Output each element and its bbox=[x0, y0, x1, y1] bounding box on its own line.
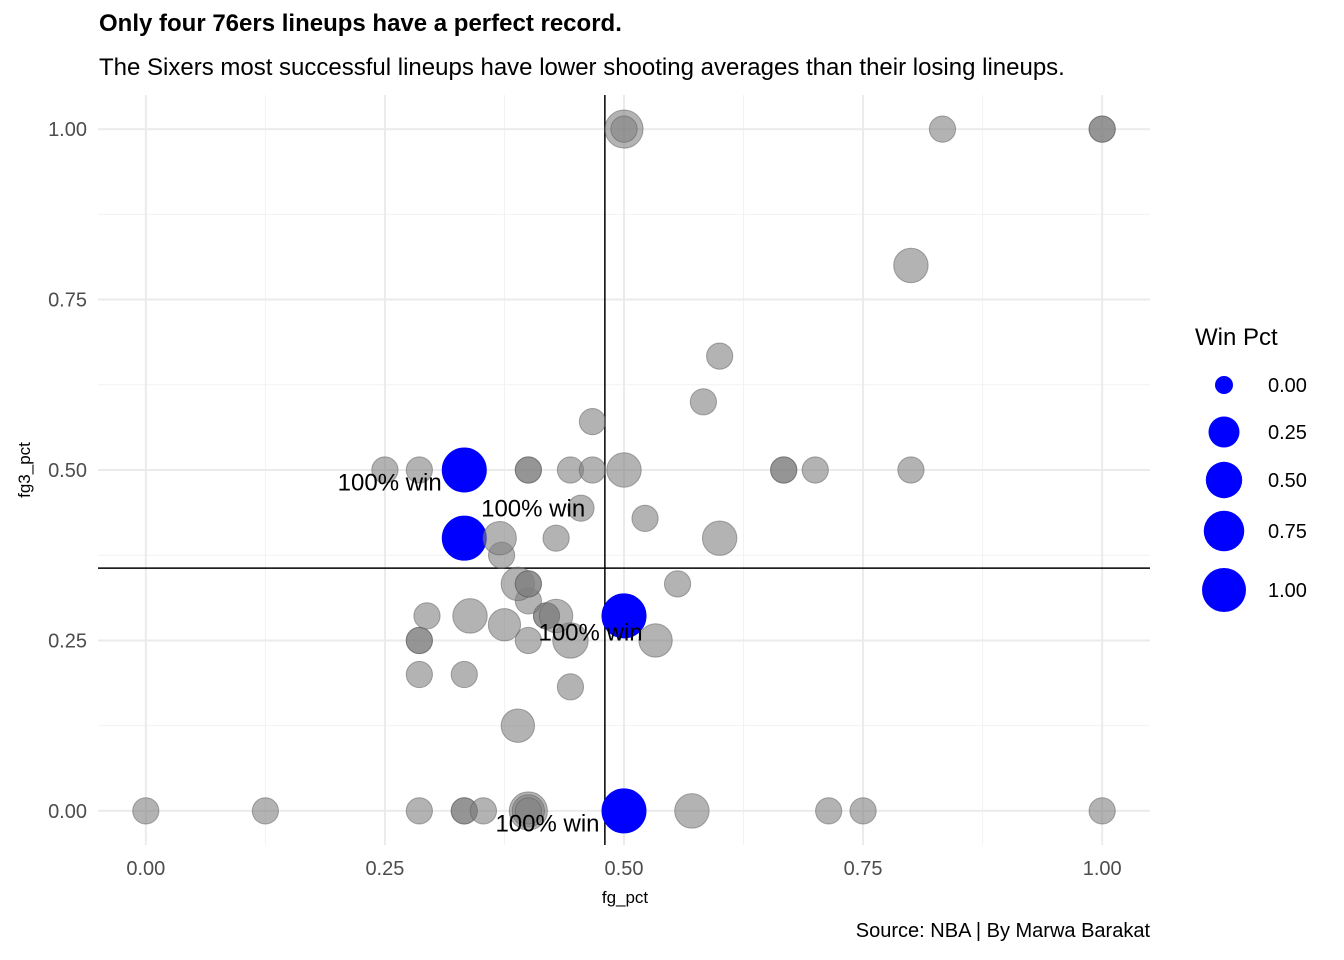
lineup-point bbox=[638, 623, 673, 658]
lineup-point bbox=[606, 452, 642, 488]
legend-key bbox=[1215, 376, 1233, 394]
lineup-point bbox=[1088, 797, 1116, 825]
lineup-point bbox=[542, 524, 570, 552]
lineup-point bbox=[631, 504, 659, 533]
perfect-record-point bbox=[601, 788, 647, 834]
x-tick-label: 0.50 bbox=[605, 858, 644, 880]
lineup-point bbox=[663, 570, 692, 598]
lineup-point bbox=[405, 456, 433, 484]
legend-key bbox=[1202, 568, 1246, 612]
lineup-point bbox=[701, 520, 738, 556]
lineup-point bbox=[413, 602, 441, 630]
lineup-point bbox=[706, 342, 734, 370]
lineup-point bbox=[514, 626, 542, 655]
lineup-point bbox=[689, 388, 717, 416]
legend-label: 1.00 bbox=[1268, 580, 1307, 602]
lineup-point bbox=[610, 115, 638, 143]
y-tick-label: 0.75 bbox=[48, 290, 87, 312]
lineup-point bbox=[482, 520, 517, 556]
lineup-point bbox=[538, 598, 574, 634]
lineup-point bbox=[405, 660, 433, 689]
lineup-point bbox=[514, 570, 542, 598]
data-points bbox=[132, 109, 1116, 834]
lineup-point bbox=[405, 626, 433, 655]
x-axis-ticks: 0.00 0.25 0.50 0.75 1.00 bbox=[126, 858, 1121, 880]
legend-key bbox=[1203, 510, 1245, 552]
legend-label: 0.25 bbox=[1268, 422, 1307, 444]
y-axis-ticks: 0.00 0.25 0.50 0.75 1.00 bbox=[48, 119, 87, 823]
lineup-point bbox=[452, 598, 488, 634]
y-axis-title: fg3_pct bbox=[15, 442, 34, 498]
win-annotation: 100% win bbox=[481, 495, 585, 522]
lineup-point bbox=[450, 660, 478, 689]
lineup-point bbox=[567, 494, 595, 522]
y-tick-label: 0.50 bbox=[48, 460, 87, 482]
lineup-point bbox=[578, 407, 607, 436]
lineup-point bbox=[801, 456, 829, 484]
legend-key bbox=[1205, 461, 1243, 499]
annotations: 100% win 100% win 100% win 100% win bbox=[338, 469, 643, 837]
win-annotation: 100% win bbox=[338, 469, 442, 496]
x-tick-label: 0.00 bbox=[126, 858, 165, 880]
lineup-point bbox=[514, 456, 542, 484]
legend-label: 0.50 bbox=[1268, 470, 1307, 492]
legend-label: 0.75 bbox=[1268, 521, 1307, 543]
x-tick-label: 1.00 bbox=[1083, 858, 1122, 880]
legend-title: Win Pct bbox=[1195, 324, 1278, 351]
chart-title: Only four 76ers lineups have a perfect r… bbox=[99, 10, 622, 37]
y-tick-label: 1.00 bbox=[48, 119, 87, 141]
chart-subtitle: The Sixers most successful lineups have … bbox=[99, 54, 1065, 81]
lineup-point bbox=[371, 456, 399, 484]
lineup-point bbox=[770, 456, 798, 484]
lineup-point bbox=[514, 797, 542, 825]
x-tick-label: 0.25 bbox=[365, 858, 404, 880]
y-tick-label: 0.25 bbox=[48, 630, 87, 652]
lineup-point bbox=[897, 456, 925, 484]
perfect-record-point bbox=[441, 447, 487, 493]
x-axis-title: fg_pct bbox=[602, 888, 649, 907]
lineup-point bbox=[500, 708, 536, 743]
lineup-point bbox=[251, 797, 279, 825]
x-tick-label: 0.75 bbox=[844, 858, 883, 880]
lineup-point bbox=[674, 793, 710, 829]
win-annotation: 100% win bbox=[538, 619, 642, 646]
win-annotation: 100% win bbox=[495, 810, 599, 837]
legend-label: 0.00 bbox=[1268, 375, 1307, 397]
lineup-point bbox=[487, 608, 522, 642]
legend-key bbox=[1208, 416, 1240, 448]
lineup-point bbox=[405, 797, 433, 825]
perfect-record-point bbox=[601, 593, 647, 639]
lineup-point bbox=[849, 797, 877, 825]
y-tick-label: 0.00 bbox=[48, 801, 87, 823]
size-legend: Win Pct 0.00 0.25 0.50 0.75 1.00 bbox=[1195, 324, 1307, 612]
lineup-point bbox=[928, 115, 957, 143]
lineup-point bbox=[556, 673, 585, 701]
lineup-point bbox=[578, 456, 607, 484]
lineup-point bbox=[893, 247, 929, 284]
lineup-point bbox=[1088, 115, 1116, 143]
lineup-point bbox=[132, 797, 160, 825]
perfect-record-point bbox=[441, 515, 487, 561]
lineup-point bbox=[815, 797, 843, 825]
lineup-point bbox=[469, 797, 498, 825]
chart-caption: Source: NBA | By Marwa Barakat bbox=[855, 920, 1150, 942]
